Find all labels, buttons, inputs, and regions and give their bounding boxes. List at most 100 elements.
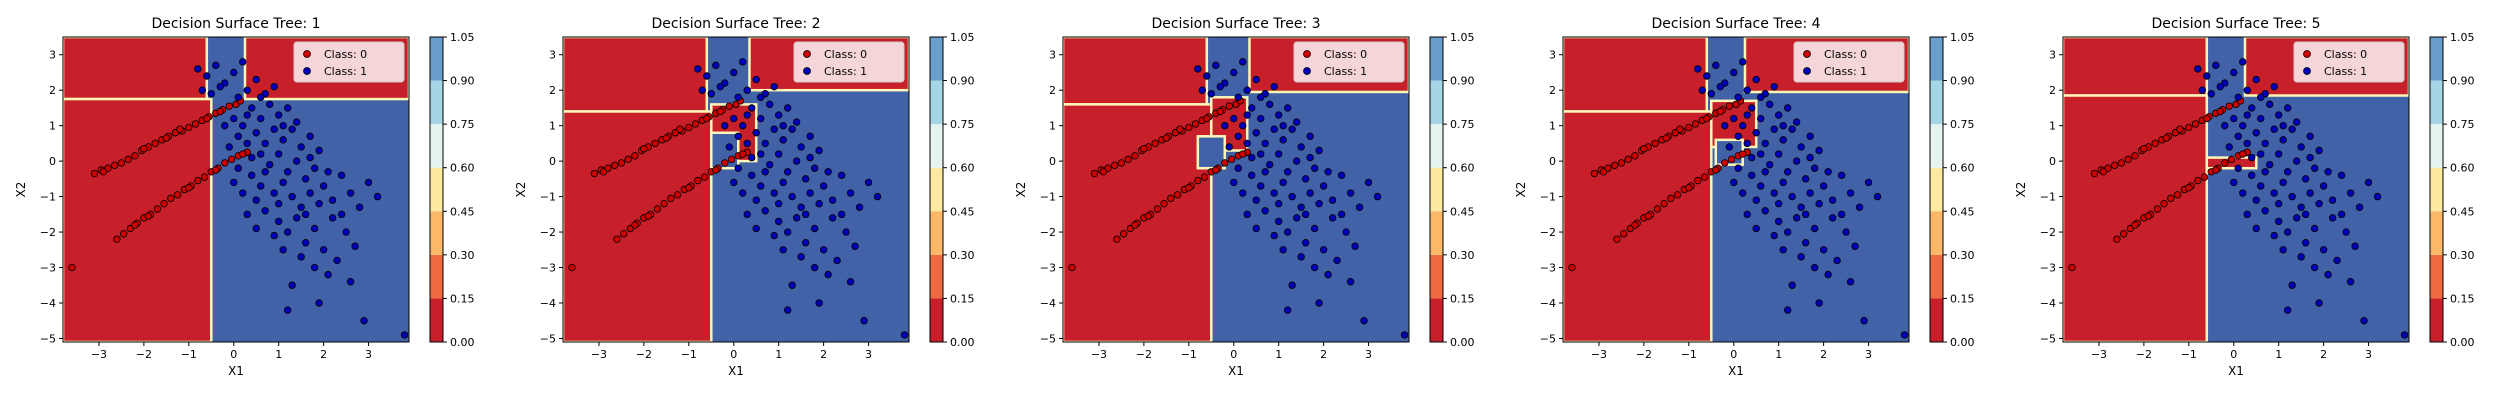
point-class-1: [270, 231, 278, 240]
point-class-0: [1694, 176, 1702, 185]
region-class-1-island: [1196, 135, 1227, 170]
point-class-1: [2310, 263, 2319, 272]
point-class-0: [2194, 176, 2202, 185]
point-class-0: [1119, 230, 1128, 238]
point-class-1: [2274, 150, 2283, 158]
point-class-0: [1676, 125, 1684, 133]
point-class-0: [2151, 139, 2159, 148]
colorbar-tick-label: 1.05: [450, 31, 475, 44]
point-class-0: [700, 173, 709, 181]
x-tick-label: −2: [1136, 348, 1152, 361]
y-tick-label: 0: [1549, 155, 1556, 168]
point-class-1: [824, 168, 832, 176]
point-class-1: [1828, 196, 1837, 204]
point-class-1: [779, 178, 787, 187]
point-class-1: [292, 118, 301, 126]
point-class-0: [200, 173, 209, 181]
point-class-1: [2301, 238, 2310, 247]
point-class-0: [1662, 134, 1671, 142]
point-class-1: [319, 182, 328, 190]
point-class-1: [1221, 121, 1229, 130]
y-tick-label: 3: [549, 49, 556, 62]
point-class-1: [266, 100, 274, 109]
point-class-0: [113, 235, 121, 243]
region-class-0: [1563, 37, 1709, 113]
point-class-1: [1315, 199, 1323, 208]
point-class-0: [131, 152, 139, 160]
point-class-1: [1306, 153, 1314, 162]
colorbar-band: [930, 298, 943, 342]
region-class-0: [2063, 94, 2209, 342]
point-class-1: [1757, 150, 1765, 158]
point-class-0: [1721, 159, 1729, 167]
point-class-1: [1337, 171, 1346, 180]
colorbar-band: [930, 211, 943, 255]
point-class-0: [140, 145, 148, 153]
point-class-1: [1288, 192, 1296, 201]
point-class-1: [766, 160, 774, 169]
point-class-1: [730, 68, 738, 77]
point-class-1: [2212, 61, 2220, 70]
point-class-0: [1685, 184, 1693, 192]
point-class-1: [1806, 189, 1814, 197]
y-tick-label: −3: [1540, 262, 1556, 275]
point-class-1: [1207, 90, 1215, 98]
point-class-1: [306, 189, 314, 197]
point-class-1: [2230, 114, 2238, 123]
point-class-1: [248, 104, 256, 112]
point-class-1: [1851, 242, 1859, 250]
point-class-1: [806, 153, 814, 162]
axes-frame: [2062, 36, 2410, 343]
point-class-0: [619, 230, 628, 238]
legend-label: Class: 0: [824, 48, 867, 61]
point-class-1: [1248, 171, 1256, 180]
point-class-0: [1185, 123, 1193, 132]
colorbar-band: [430, 298, 443, 342]
point-class-0: [1716, 107, 1724, 116]
point-class-1: [788, 281, 796, 289]
y-tick-label: 3: [1049, 49, 1056, 62]
point-class-1: [1239, 58, 1247, 66]
point-class-0: [1099, 168, 1108, 176]
colorbar-band: [2430, 37, 2443, 81]
point-class-1: [1364, 178, 1373, 187]
point-class-1: [779, 136, 787, 144]
point-class-1: [1797, 253, 1805, 261]
point-class-1: [2400, 331, 2409, 339]
point-class-1: [783, 168, 792, 176]
point-class-1: [252, 129, 260, 137]
x-tick-label: 0: [2230, 348, 2237, 361]
point-class-0: [2153, 205, 2162, 213]
point-class-0: [1617, 159, 1626, 167]
point-class-1: [797, 203, 805, 211]
point-class-1: [243, 86, 251, 94]
colorbar-tick-label: 1.05: [950, 31, 975, 44]
point-class-1: [279, 121, 287, 130]
x-tick-label: 1: [1775, 348, 1782, 361]
colorbar-band: [930, 167, 943, 212]
point-class-1: [1734, 93, 1742, 101]
y-tick-label: −4: [40, 297, 56, 310]
legend-label: Class: 1: [2324, 65, 2367, 78]
colorbar-band: [1430, 167, 1443, 212]
point-class-0: [1216, 107, 1224, 116]
point-class-1: [243, 210, 251, 219]
y-axis-label: X2: [1014, 182, 1028, 198]
point-class-1: [1328, 214, 1337, 222]
point-class-1: [2216, 82, 2224, 91]
point-class-0: [173, 191, 182, 199]
point-class-1: [730, 178, 738, 187]
point-class-1: [2243, 139, 2251, 148]
point-class-0: [739, 150, 747, 158]
point-class-1: [1770, 82, 1778, 91]
point-class-1: [1734, 164, 1742, 172]
point-class-0: [685, 184, 693, 192]
point-class-1: [2351, 242, 2359, 250]
point-class-1: [257, 182, 265, 190]
x-tick-label: −1: [2181, 348, 2197, 361]
legend-marker: [2303, 67, 2311, 75]
y-tick-label: −5: [1540, 332, 1556, 345]
y-tick-label: 2: [49, 84, 56, 97]
colorbar-tick-label: 0.45: [1950, 205, 1975, 218]
y-tick-label: 1: [1049, 120, 1056, 133]
